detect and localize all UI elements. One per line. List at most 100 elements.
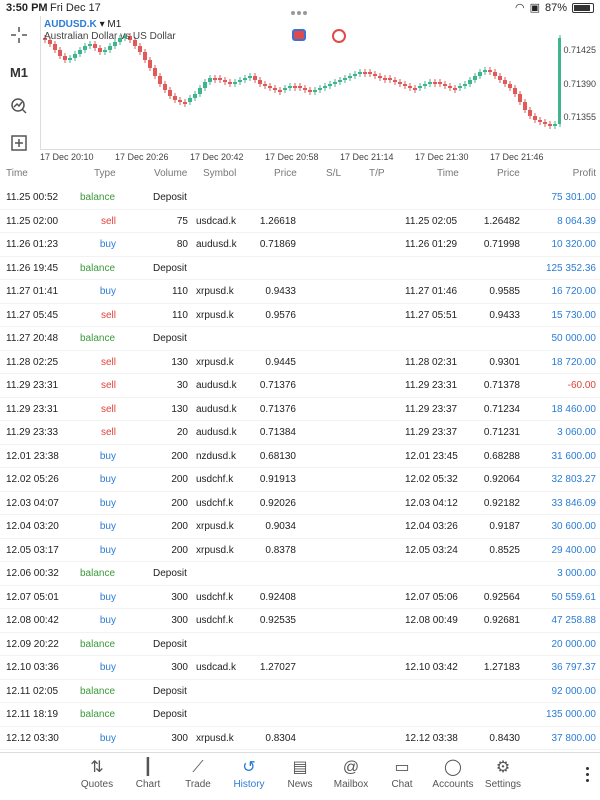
candle (468, 80, 472, 84)
tab-settings[interactable]: ⚙ Settings (478, 757, 528, 790)
table-row[interactable]: 11.25 02:00 sell 75 usdcad.k 1.26618 11.25 02… (0, 210, 600, 233)
deal-volume: 200 (171, 497, 188, 509)
deal-profit: 33 846.09 (551, 497, 597, 509)
car-icon: ▣ (529, 2, 540, 14)
table-row[interactable]: 11.26 19:45 balance Deposit 125 352.36 (0, 257, 600, 280)
chart-symbol-title[interactable]: AUDUSD.K ▾ M1 (44, 19, 121, 30)
candle (443, 84, 447, 86)
tab-label: Quotes (80, 779, 114, 790)
candle (453, 88, 457, 90)
table-row[interactable]: 12.04 03:20 buy 200 xrpusd.k 0.9034 12.04 03:… (0, 515, 600, 539)
table-row[interactable]: 11.29 23:31 sell 30 audusd.k 0.71376 11.29 23… (0, 374, 600, 398)
tab-accounts[interactable]: ◯ Accounts (428, 757, 478, 790)
deal-close-price: 0.9301 (489, 356, 520, 368)
deal-comment: Deposit (153, 709, 187, 720)
candle (478, 72, 482, 76)
deal-close-time: 11.26 01:29 (405, 239, 458, 250)
table-row[interactable]: 12.07 05:01 buy 300 usdchf.k 0.92408 12.07 05… (0, 586, 600, 609)
table-row[interactable]: 11.27 05:45 sell 110 xrpusd.k 0.9576 11.27 05… (0, 304, 600, 327)
table-row[interactable]: 11.29 23:31 sell 130 audusd.k 0.71376 11.29 2… (0, 398, 600, 421)
deal-profit: 47 258.88 (551, 615, 597, 626)
deal-type: sell (100, 380, 116, 391)
candle (363, 72, 367, 74)
deal-time: 12.08 00:42 (6, 615, 59, 626)
deal-symbol: usdchf.k (196, 591, 234, 603)
deal-volume: 80 (176, 239, 188, 250)
table-row[interactable]: 11.28 02:25 sell 130 xrpusd.k 0.9445 11.28 02… (0, 351, 600, 374)
deal-comment: Deposit (153, 568, 187, 579)
deal-type: balance (80, 709, 116, 720)
candle (488, 70, 492, 72)
deal-time: 12.12 03:30 (6, 732, 59, 744)
deal-symbol: xrpusd.k (196, 732, 234, 744)
table-row[interactable]: 12.02 05:26 buy 200 usdchf.k 0.91913 12.02 05… (0, 468, 600, 492)
deal-type: balance (80, 192, 116, 203)
col-profit: Profit (572, 168, 596, 179)
tab-label: Mailbox (333, 779, 369, 790)
table-row[interactable]: 12.08 00:42 buy 300 usdchf.k 0.92535 12.08 00… (0, 609, 600, 633)
table-row[interactable]: 12.09 20:22 balance Deposit 20 000.00 (0, 633, 600, 656)
table-row[interactable]: 11.29 23:33 sell 20 audusd.k 0.71384 11.29 23… (0, 421, 600, 445)
candle (103, 50, 107, 52)
table-row[interactable]: 12.03 04:07 buy 200 usdchf.k 0.92026 12.03 04… (0, 492, 600, 515)
quotes-icon: ⇅ (90, 759, 104, 776)
table-row[interactable]: 12.11 02:05 balance Deposit 92 000.00 (0, 680, 600, 703)
table-row[interactable]: 12.01 23:38 buy 200 nzdusd.k 0.68130 12.01 23… (0, 445, 600, 468)
deal-profit: 16 720.00 (551, 286, 597, 297)
table-row[interactable]: 12.11 18:19 balance Deposit 135 000.00 (0, 703, 600, 727)
event-badge-icon[interactable] (332, 29, 346, 43)
tab-quotes[interactable]: ⇅ Quotes (72, 757, 122, 790)
deal-symbol: nzdusd.k (196, 450, 237, 462)
deal-price: 0.91913 (259, 474, 296, 485)
deal-volume: 75 (176, 215, 188, 227)
candle (403, 84, 407, 86)
deal-price: 1.26618 (259, 215, 296, 227)
table-row[interactable]: 12.12 03:30 buy 300 xrpusd.k 0.8304 12.12 03:… (0, 727, 600, 750)
battery-percent: 87% (544, 1, 567, 14)
tab-trade[interactable]: ⟋ Trade (173, 757, 223, 790)
indicators-icon[interactable] (8, 95, 30, 117)
table-row[interactable]: 11.25 00:52 balance Deposit 75 301.00 (0, 186, 600, 210)
candle (523, 102, 527, 110)
tab-history[interactable]: ↺ History (224, 757, 274, 790)
deal-volume: 110 (172, 309, 188, 321)
tab-mailbox[interactable]: @ Mailbox (326, 757, 376, 790)
candle (198, 88, 202, 94)
col-close-time: Time (437, 168, 459, 179)
deal-close-price: 0.71234 (483, 403, 520, 415)
price-chart[interactable] (40, 16, 600, 150)
deal-close-time: 12.02 05:32 (405, 474, 458, 485)
table-row[interactable]: 11.27 20:48 balance Deposit 50 000.00 (0, 327, 600, 351)
table-row[interactable]: 12.05 03:17 buy 200 xrpusd.k 0.8378 12.05 03:… (0, 539, 600, 562)
deal-close-time: 11.25 02:05 (405, 215, 458, 227)
timeframe-button[interactable]: M1 (9, 64, 29, 80)
deal-time: 11.29 23:31 (6, 380, 59, 391)
tab-news[interactable]: ▤ News (275, 757, 325, 790)
add-object-icon[interactable] (8, 132, 30, 154)
candle (348, 76, 352, 78)
table-row[interactable]: 11.26 01:23 buy 80 audusd.k 0.71869 11.26 01:… (0, 233, 600, 257)
candle (228, 82, 232, 84)
candle (273, 88, 277, 90)
tab-chart[interactable]: ┃ Chart (123, 757, 173, 790)
crosshair-icon[interactable] (8, 24, 30, 46)
deal-close-price: 0.71998 (483, 239, 520, 250)
deal-close-price: 0.71378 (483, 380, 520, 391)
tab-chat[interactable]: ▭ Chat (377, 757, 427, 790)
deal-time: 12.05 03:17 (6, 544, 59, 556)
deal-price: 0.9445 (265, 356, 296, 368)
multitasking-dots[interactable] (291, 6, 311, 15)
candle (398, 82, 402, 84)
candle (98, 48, 102, 52)
table-row[interactable]: 11.27 01:41 buy 110 xrpusd.k 0.9433 11.27 01:… (0, 280, 600, 304)
table-row[interactable]: 12.10 03:36 buy 300 usdcad.k 1.27027 12.10 03… (0, 656, 600, 680)
deal-profit: 75 301.00 (551, 192, 597, 203)
trade-badge-icon[interactable] (292, 29, 306, 41)
candle (428, 82, 432, 84)
more-menu-icon[interactable] (586, 767, 590, 785)
deal-price: 0.71869 (259, 239, 296, 250)
table-row[interactable]: 12.06 00:32 balance Deposit 3 000.00 (0, 562, 600, 586)
candle (143, 52, 147, 60)
candle (368, 72, 372, 74)
history-list[interactable]: 11.25 00:52 balance Deposit 75 301.00 11.25 … (0, 186, 600, 750)
